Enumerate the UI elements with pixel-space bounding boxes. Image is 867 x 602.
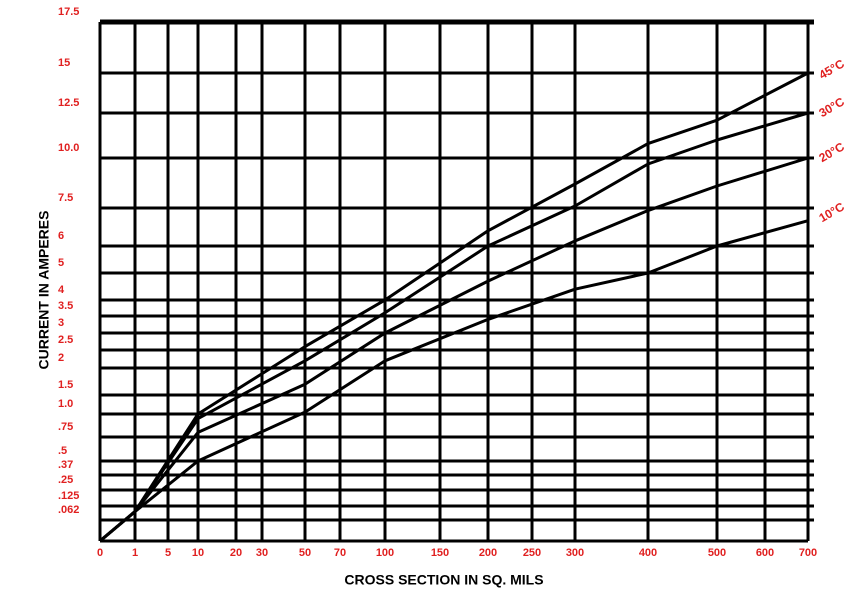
y-tick-label: 3.5 [58,300,73,312]
x-tick-label: 20 [230,547,242,559]
x-tick-label: 0 [97,547,103,559]
y-tick-label: 1.0 [58,398,73,410]
legend-label: 10°C [816,199,847,225]
y-tick-label: 1.5 [58,379,73,391]
y-tick-label: 2 [58,352,64,364]
legend-label: 30°C [816,94,847,120]
y-tick-label: 3 [58,317,64,329]
x-tick-label: 5 [165,547,171,559]
y-tick-label: 15 [58,57,70,69]
x-tick-label: 700 [799,547,817,559]
y-tick-label: .125 [58,490,79,502]
x-tick-label: 250 [523,547,541,559]
x-tick-label: 200 [479,547,497,559]
y-tick-label: .37 [58,459,73,471]
series-line [99,156,809,543]
x-tick-label: 300 [566,547,584,559]
y-tick-label: 17.5 [58,6,79,18]
y-tick-label: .25 [58,474,73,486]
y-tick-label: 12.5 [58,97,79,109]
y-tick-label: .5 [58,445,67,457]
legend-label: 20°C [816,139,847,165]
y-axis-label: CURRENT IN AMPERES [36,211,52,370]
x-tick-label: 400 [639,547,657,559]
y-tick-label: .062 [58,504,79,516]
y-tick-label: 2.5 [58,334,73,346]
x-tick-label: 70 [334,547,346,559]
x-tick-label: 500 [708,547,726,559]
y-tick-label: 4 [58,284,65,296]
legend-label: 45°C [816,56,847,82]
y-tick-label: 6 [58,230,64,242]
series-line [99,111,809,543]
y-tick-label: .75 [58,421,73,433]
y-tick-label: 5 [58,257,64,269]
x-tick-label: 600 [756,547,774,559]
x-tick-label: 100 [376,547,394,559]
series-line [99,71,809,543]
x-tick-label: 150 [431,547,449,559]
x-tick-label: 50 [299,547,311,559]
x-tick-label: 30 [256,547,268,559]
x-tick-label: 1 [132,547,138,559]
series-line [99,219,809,543]
x-tick-label: 10 [192,547,204,559]
x-axis-label: CROSS SECTION IN SQ. MILS [344,572,543,588]
y-tick-label: 10.0 [58,142,79,154]
y-tick-label: 7.5 [58,192,73,204]
